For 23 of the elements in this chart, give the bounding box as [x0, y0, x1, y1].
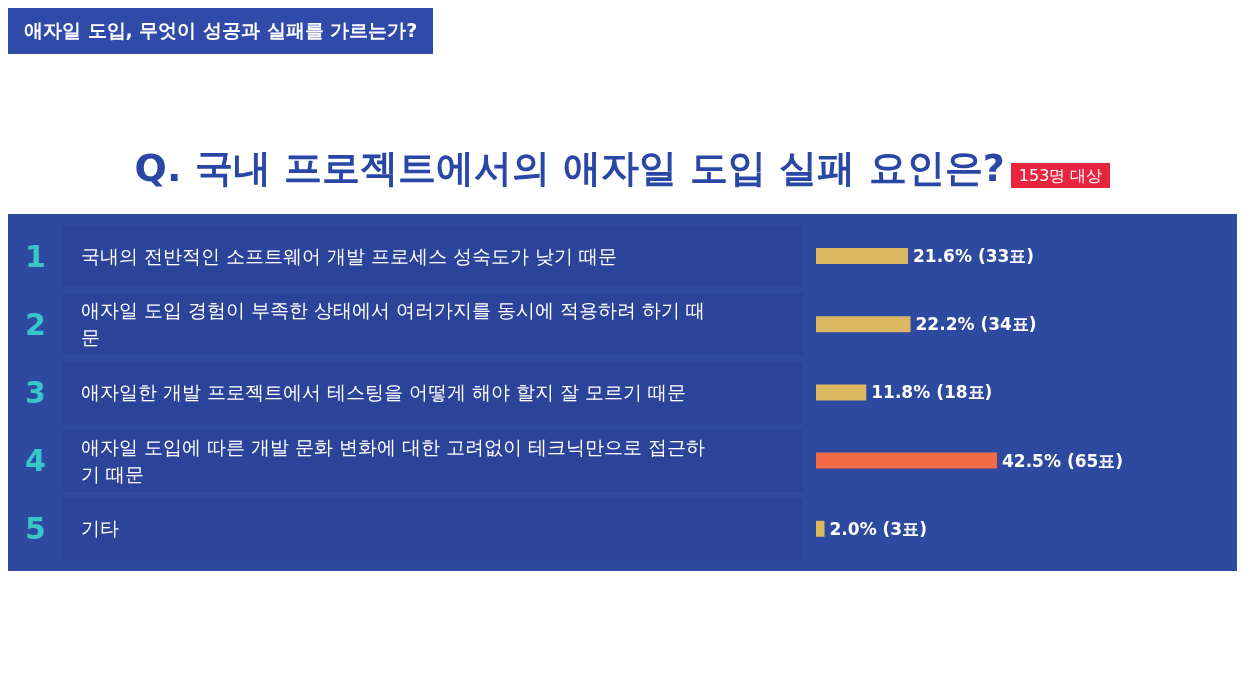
text: 3 — [24, 375, 47, 410]
data-label: 22.2% (34표) — [915, 314, 1037, 335]
bar — [816, 384, 867, 401]
y-tick-label: 애자일 도입 경험이 부족한 상태에서 여러가지를 동시에 적용하려 하기 때문 — [63, 293, 803, 356]
text: 5 — [24, 511, 47, 547]
data-label: 21.6% (33표) — [912, 246, 1035, 267]
text: 2 — [24, 306, 47, 342]
bar — [816, 316, 911, 333]
y-tick-label: 애자일 도입에 따른 개발 문화 변화에 대한 고려없이 테크닉만으로 접근하기 때문 — [63, 429, 803, 492]
text: 1 — [24, 238, 47, 274]
y-tick-label: 애자일한 개발 프로젝트에서 테스팅을 어떻게 해야 할지 잘 모르기 때문 — [63, 361, 803, 424]
text: 애자일 도입, 무엇이 성공과 실패를 가르는가? — [8, 8, 434, 54]
data-label: 42.5% (65표) — [1002, 450, 1124, 471]
y-tick-label: 국내의 전반적인 소프트웨어 개발 프로세스 성숙도가 낮기 때문 — [63, 225, 803, 288]
y-tick-label: 기타 — [63, 497, 803, 560]
bar — [816, 248, 908, 264]
data-label: 2.0% (3표) — [829, 518, 927, 539]
bar — [816, 452, 997, 469]
text: 153명 대상 — [1010, 163, 1111, 188]
chart-title: Q. 국내 프로젝트에서의 애자일 도입 실패 요인은? — [134, 146, 1005, 190]
text: 4 — [24, 443, 47, 479]
bar — [816, 520, 825, 537]
data-label: 11.8% (18표) — [871, 382, 993, 403]
